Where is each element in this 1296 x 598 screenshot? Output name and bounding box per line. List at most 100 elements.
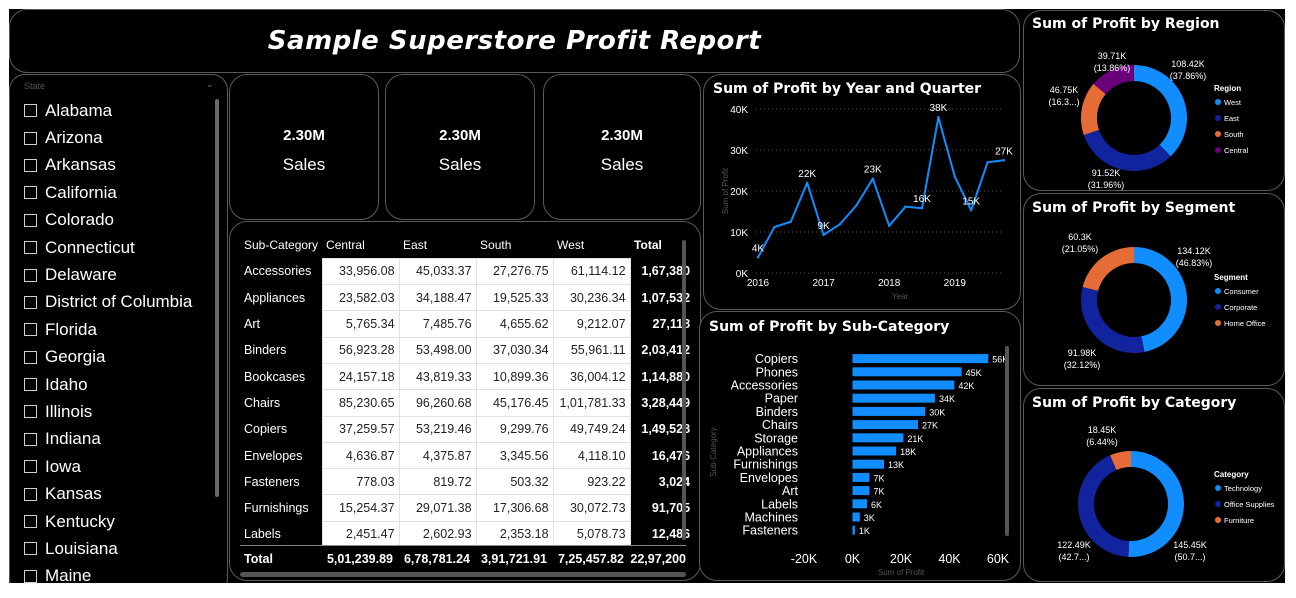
checkbox[interactable] [24, 487, 37, 501]
checkbox[interactable] [24, 268, 37, 282]
slicer-item-iowa[interactable]: Iowa [24, 453, 214, 480]
data-point[interactable] [806, 181, 809, 184]
donut-slice[interactable] [1093, 65, 1134, 95]
matrix-header-east[interactable]: East [399, 232, 477, 259]
slicer-item-district-of-columbia[interactable]: District of Columbia [24, 289, 214, 316]
checkbox[interactable] [24, 158, 37, 172]
data-point[interactable] [1002, 159, 1006, 162]
slicer-item-california[interactable]: California [24, 179, 214, 206]
table-row[interactable]: Copiers 37,259.57 53,219.46 9,299.76 49,749.… [240, 415, 695, 443]
table-row[interactable]: Bookcases 24,157.18 43,819.33 10,899.36 36,0… [240, 362, 695, 391]
table-row[interactable]: Accessories 33,956.08 45,033.37 27,276.75 61… [240, 257, 695, 286]
bar[interactable] [852, 446, 897, 456]
slicer-item-kentucky[interactable]: Kentucky [24, 508, 214, 535]
checkbox[interactable] [24, 350, 37, 364]
slicer-scrollbar[interactable] [215, 99, 219, 497]
donut-slice[interactable] [1081, 83, 1106, 135]
checkbox[interactable] [24, 542, 37, 556]
bar[interactable] [852, 512, 860, 522]
checkbox[interactable] [24, 569, 37, 583]
bar[interactable] [852, 406, 926, 416]
slicer-item-idaho[interactable]: Idaho [24, 371, 214, 398]
table-row[interactable]: Furnishings 15,254.37 29,071.38 17,306.68 30… [240, 494, 695, 522]
data-point[interactable] [855, 204, 858, 207]
legend-item-label[interactable]: South [1224, 130, 1244, 139]
matrix-vertical-scrollbar[interactable] [682, 240, 686, 540]
matrix-header-south[interactable]: South [476, 232, 554, 259]
region-donut-chart[interactable]: 108.42K (37.86%) 91.52K (31.96%) 46.75K (16.3… [1024, 11, 1284, 190]
bar[interactable] [852, 420, 918, 430]
profit-series-line[interactable] [757, 116, 1005, 258]
table-row[interactable]: Labels 2,451.47 2,602.93 2,353.18 5,078.73 12… [240, 520, 695, 549]
legend-item-label[interactable]: Home Office [1224, 319, 1266, 328]
legend-item-label[interactable]: Office Supplies [1224, 500, 1275, 509]
table-row[interactable]: Art 5,765.34 7,485.76 4,655.62 9,212.07 27,11… [240, 310, 695, 338]
table-row[interactable]: Envelopes 4,636.87 4,375.87 3,345.56 4,118.1… [240, 441, 695, 470]
chart-scrollbar[interactable] [1005, 346, 1009, 536]
checkbox[interactable] [24, 460, 37, 474]
checkbox[interactable] [24, 241, 37, 255]
state-slicer[interactable]: State ⌄ Alabama Arizona Arkansas California… [9, 74, 228, 583]
donut-slice[interactable] [1082, 247, 1134, 291]
checkbox[interactable] [24, 515, 37, 529]
checkbox[interactable] [24, 186, 37, 200]
bar[interactable] [852, 499, 868, 509]
legend-item-label[interactable]: East [1224, 114, 1240, 123]
slicer-item-illinois[interactable]: Illinois [24, 398, 214, 425]
data-point[interactable] [904, 205, 907, 208]
data-point[interactable] [822, 233, 825, 237]
bar[interactable] [852, 354, 989, 364]
legend-item-label[interactable]: Furniture [1224, 516, 1254, 525]
data-point[interactable] [756, 256, 760, 259]
slicer-item-arizona[interactable]: Arizona [24, 124, 214, 151]
matrix-header-subcategory[interactable]: Sub-Category [240, 232, 323, 259]
checkbox[interactable] [24, 104, 37, 118]
table-row[interactable]: Fasteners 778.03 819.72 503.32 923.22 3,024 [240, 468, 695, 496]
checkbox[interactable] [24, 323, 37, 337]
data-point[interactable] [937, 116, 940, 119]
data-point[interactable] [970, 209, 973, 212]
bar[interactable] [852, 525, 855, 535]
legend-item-label[interactable]: Corporate [1224, 303, 1257, 312]
donut-slice[interactable] [1134, 247, 1187, 352]
data-point[interactable] [838, 223, 842, 226]
slicer-item-connecticut[interactable]: Connecticut [24, 234, 214, 261]
slicer-item-colorado[interactable]: Colorado [24, 207, 214, 234]
bar[interactable] [852, 486, 870, 496]
checkbox[interactable] [24, 405, 37, 419]
slicer-item-delaware[interactable]: Delaware [24, 261, 214, 288]
data-point[interactable] [920, 207, 924, 210]
donut-slice[interactable] [1110, 451, 1131, 470]
checkbox[interactable] [24, 131, 37, 145]
slicer-item-arkansas[interactable]: Arkansas [24, 152, 214, 179]
slicer-item-kansas[interactable]: Kansas [24, 480, 214, 507]
checkbox[interactable] [24, 378, 37, 392]
checkbox[interactable] [24, 213, 37, 227]
data-point[interactable] [888, 224, 891, 228]
data-point[interactable] [871, 177, 874, 180]
slicer-item-louisiana[interactable]: Louisiana [24, 535, 214, 562]
donut-slice[interactable] [1081, 286, 1145, 353]
category-donut-chart[interactable]: 145.45K (50.7...) 122.49K (42.7...) 18.45K (6… [1024, 389, 1284, 581]
data-point[interactable] [953, 175, 956, 178]
donut-slice[interactable] [1083, 129, 1171, 171]
data-point[interactable] [986, 161, 989, 164]
checkbox[interactable] [24, 432, 37, 446]
table-row[interactable]: Binders 56,923.28 53,498.00 37,030.34 55,961… [240, 336, 695, 364]
chevron-down-icon[interactable]: ⌄ [206, 79, 214, 89]
legend-item-label[interactable]: West [1224, 98, 1242, 107]
bar-chart[interactable]: Copiers 56K Phones 45K Accessories 42K Paper 34… [700, 312, 1020, 580]
bar[interactable] [852, 459, 885, 469]
slicer-item-indiana[interactable]: Indiana [24, 426, 214, 453]
slicer-item-georgia[interactable]: Georgia [24, 344, 214, 371]
donut-slice[interactable] [1128, 451, 1185, 557]
slicer-item-alabama[interactable]: Alabama [24, 97, 214, 124]
bar[interactable] [852, 393, 935, 403]
data-point[interactable] [789, 220, 792, 223]
bar[interactable] [852, 472, 870, 482]
legend-item-label[interactable]: Technology [1224, 484, 1262, 493]
slicer-item-florida[interactable]: Florida [24, 316, 214, 343]
bar[interactable] [852, 433, 904, 443]
legend-item-label[interactable]: Consumer [1224, 287, 1259, 296]
